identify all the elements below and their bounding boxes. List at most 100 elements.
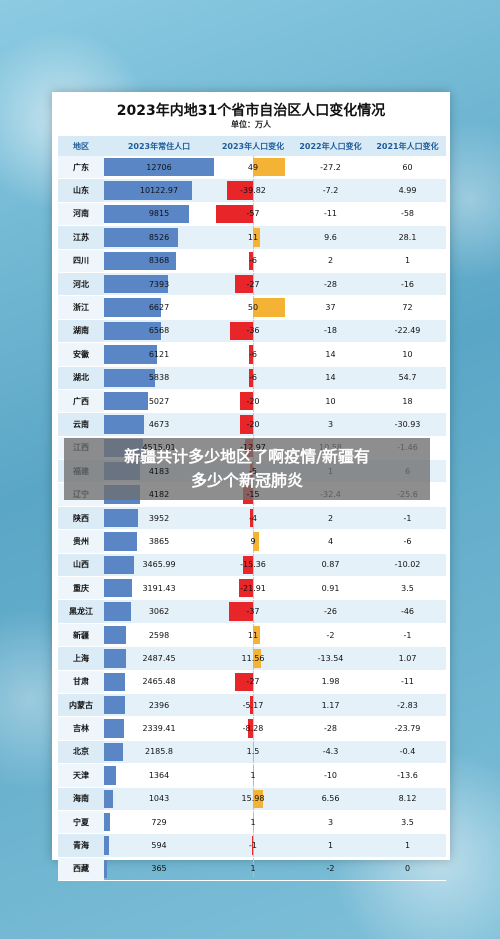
population-bar	[104, 625, 127, 645]
change-2021-cell: -13.6	[369, 763, 446, 788]
population-value: 4673	[148, 419, 170, 429]
table-row: 广西 5027 -20 10 18	[58, 389, 446, 414]
population-value: 3865	[148, 536, 170, 546]
change-2023-cell: -15.36	[214, 553, 292, 578]
table-row: 黑龙江 3062 -37 -26 -46	[58, 599, 446, 624]
change-2023-value: -8.28	[242, 724, 264, 734]
change-2023-cell: 11	[214, 225, 292, 250]
population-value: 8368	[148, 256, 170, 266]
population-bar	[104, 321, 161, 341]
change-2023-value: -36	[246, 326, 260, 336]
change-2023-cell: 11.56	[214, 646, 292, 671]
change-2022-cell: -26	[292, 599, 369, 624]
population-bar	[104, 532, 138, 551]
change-2023-cell: -6	[214, 342, 292, 367]
population-cell: 6627	[104, 295, 214, 320]
table-row: 浙江 6627 50 37 72	[58, 295, 446, 320]
population-value: 6568	[148, 326, 170, 336]
region-cell: 四川	[58, 249, 104, 273]
region-cell: 江苏	[58, 225, 104, 250]
table-row: 北京 2185.8 1.5 -4.3 -0.4	[58, 740, 446, 765]
change-2021-cell: -1	[369, 623, 446, 648]
population-cell: 2487.45	[104, 646, 214, 671]
region-cell: 山西	[58, 553, 104, 578]
change-2023-cell: 1	[214, 810, 292, 835]
change-2023-cell: -27	[214, 670, 292, 694]
zero-axis	[253, 717, 254, 740]
population-bar	[104, 766, 116, 785]
change-2023-cell: 1	[214, 857, 292, 882]
population-bar	[104, 228, 178, 247]
region-cell: 吉林	[58, 716, 104, 741]
change-2023-value: -27	[246, 677, 260, 687]
population-cell: 8368	[104, 249, 214, 273]
header-change-2021: 2021年人口变化	[369, 136, 446, 156]
change-2022-cell: 1.98	[292, 670, 369, 694]
change-2022-cell: 0.91	[292, 576, 369, 601]
population-value: 2339.41	[142, 724, 176, 734]
change-2023-value: -5	[249, 466, 257, 476]
change-2023-value: 50	[247, 303, 259, 313]
decrease-bar	[235, 274, 253, 294]
increase-bar	[253, 532, 259, 551]
population-value: 4515.01	[142, 443, 176, 453]
change-2022-cell: 14	[292, 366, 369, 390]
change-2022-cell: -28	[292, 272, 369, 297]
decrease-bar	[229, 321, 253, 341]
population-value: 3062	[148, 607, 170, 617]
article-title-overlay: 新疆共计多少地区了啊疫情/新疆有 多少个新冠肺炎	[64, 438, 430, 500]
change-2021-cell: 1	[369, 249, 446, 273]
table-header-row: 地区 2023年常住人口 2023年人口变化 2022年人口变化 2021年人口…	[58, 136, 446, 156]
decrease-bar	[249, 345, 253, 364]
population-cell: 10122.97	[104, 178, 214, 203]
zero-axis	[253, 577, 254, 600]
population-cell: 6121	[104, 342, 214, 367]
population-bar	[104, 368, 155, 387]
region-cell: 安徽	[58, 342, 104, 367]
change-2021-cell: 28.1	[369, 225, 446, 250]
population-cell: 8526	[104, 225, 214, 250]
change-2022-cell: 3	[292, 810, 369, 835]
change-2023-value: 49	[247, 162, 259, 172]
change-2023-value: -6	[249, 349, 257, 359]
change-2021-cell: -22.49	[369, 319, 446, 344]
change-2023-cell: -20	[214, 412, 292, 437]
overlay-line-1: 新疆共计多少地区了啊疫情/新疆有	[124, 447, 370, 466]
population-cell: 594	[104, 833, 214, 858]
population-cell: 2465.48	[104, 670, 214, 694]
change-2023-cell: -36	[214, 319, 292, 344]
population-bar	[104, 719, 125, 738]
increase-bar	[253, 298, 286, 317]
change-2021-cell: 1	[369, 833, 446, 858]
change-2023-value: -4	[249, 513, 257, 523]
change-2022-cell: 0.87	[292, 553, 369, 578]
region-cell: 陕西	[58, 506, 104, 531]
population-value: 9815	[148, 209, 170, 219]
region-cell: 青海	[58, 833, 104, 858]
increase-bar	[253, 625, 261, 645]
increase-bar	[253, 742, 254, 762]
change-2023-cell: 49	[214, 156, 292, 180]
decrease-bar	[243, 555, 253, 575]
overlay-line-2: 多少个新冠肺炎	[190, 471, 303, 490]
change-2023-value: 1	[250, 770, 256, 780]
change-2023-cell: -1	[214, 833, 292, 858]
change-2022-cell: -4.3	[292, 740, 369, 765]
region-cell: 贵州	[58, 529, 104, 554]
zero-axis	[253, 249, 254, 272]
population-value: 3952	[148, 513, 170, 523]
change-2023-value: 1.5	[246, 747, 260, 757]
population-value: 2396	[148, 700, 170, 710]
region-cell: 湖北	[58, 366, 104, 390]
change-2021-cell: -30.93	[369, 412, 446, 437]
population-bar	[104, 508, 139, 528]
decrease-bar	[216, 204, 253, 224]
zero-axis	[253, 506, 254, 530]
increase-bar	[253, 766, 254, 785]
decrease-bar	[249, 368, 253, 387]
change-2023-value: -12.97	[240, 443, 266, 453]
population-bar	[104, 345, 157, 364]
population-value: 6121	[148, 349, 170, 359]
population-cell: 9815	[104, 202, 214, 227]
change-2021-cell: 3.5	[369, 576, 446, 601]
